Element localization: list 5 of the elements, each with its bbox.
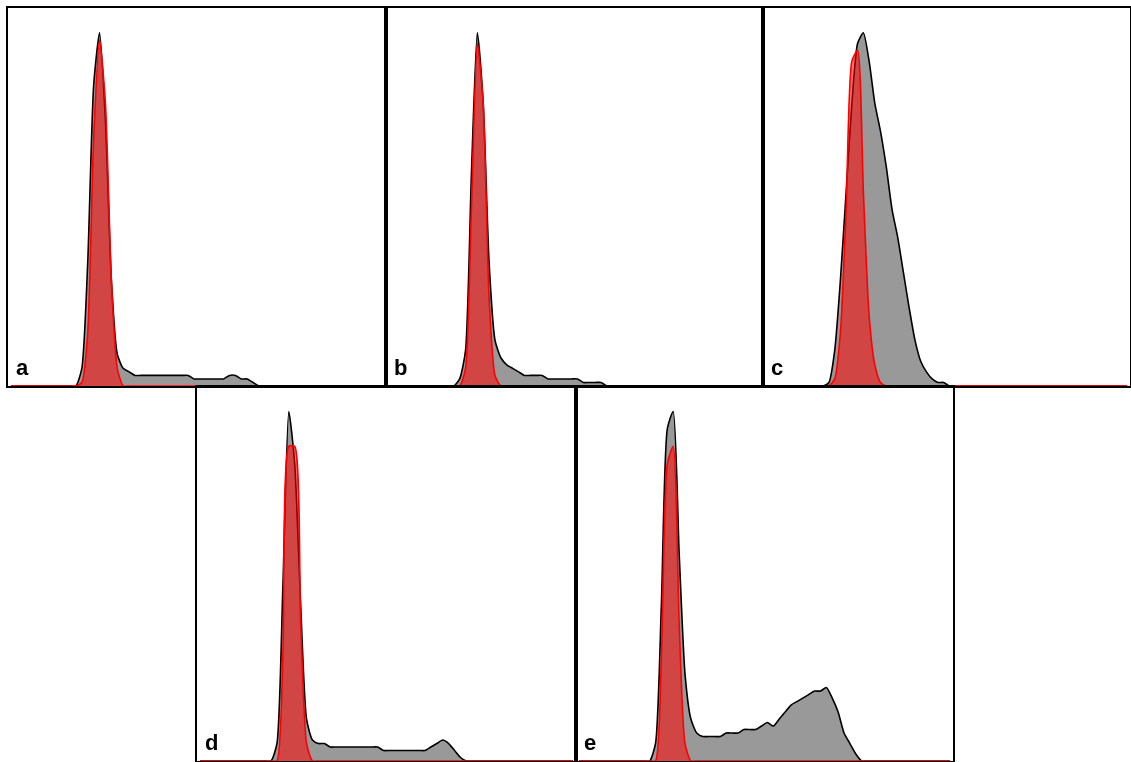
annotation: a <box>16 355 29 380</box>
annotation: c <box>771 355 784 380</box>
annotation: e <box>584 730 597 755</box>
annotation: b <box>394 355 408 380</box>
annotation: d <box>205 730 219 755</box>
